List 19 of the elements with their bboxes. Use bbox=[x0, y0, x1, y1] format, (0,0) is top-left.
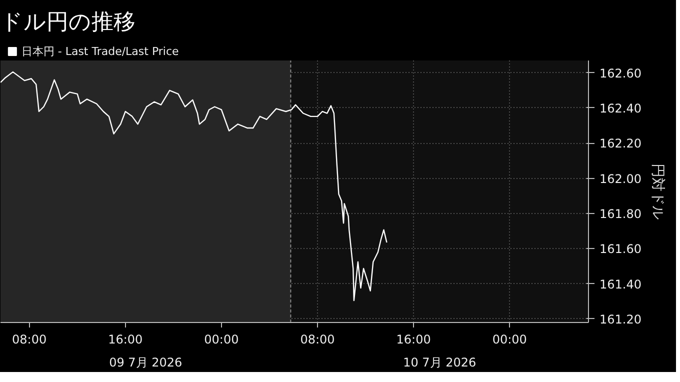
y-tick-label: 161.80 bbox=[600, 206, 642, 221]
x-tick-label: 00:00 bbox=[204, 332, 239, 346]
y-tick-label: 161.60 bbox=[600, 242, 642, 256]
y-axis-title: 円対ドル bbox=[649, 164, 666, 220]
y-tick-label: 162.20 bbox=[600, 136, 642, 151]
y-tick-label: 162.00 bbox=[600, 172, 642, 186]
y-tick-label: 161.20 bbox=[600, 312, 642, 326]
x-tick-label: 08:00 bbox=[300, 332, 335, 346]
chart-title: ドル円の推移 bbox=[0, 10, 136, 36]
text: 10 7月 2026 bbox=[403, 356, 476, 370]
text: 09 7月 2026 bbox=[109, 356, 182, 370]
y-tick-label: 162.60 bbox=[600, 66, 642, 80]
legend-label: 日本円 - Last Trade/Last Price bbox=[21, 45, 180, 58]
x-tick-label: 16:00 bbox=[396, 332, 431, 346]
y-tick-label: 162.40 bbox=[600, 101, 642, 116]
y-tick-label: 161.40 bbox=[600, 277, 642, 292]
x-tick-label: 16:00 bbox=[108, 332, 143, 346]
x-tick-label: 08:00 bbox=[12, 332, 47, 346]
x-tick-label: 00:00 bbox=[492, 332, 527, 346]
